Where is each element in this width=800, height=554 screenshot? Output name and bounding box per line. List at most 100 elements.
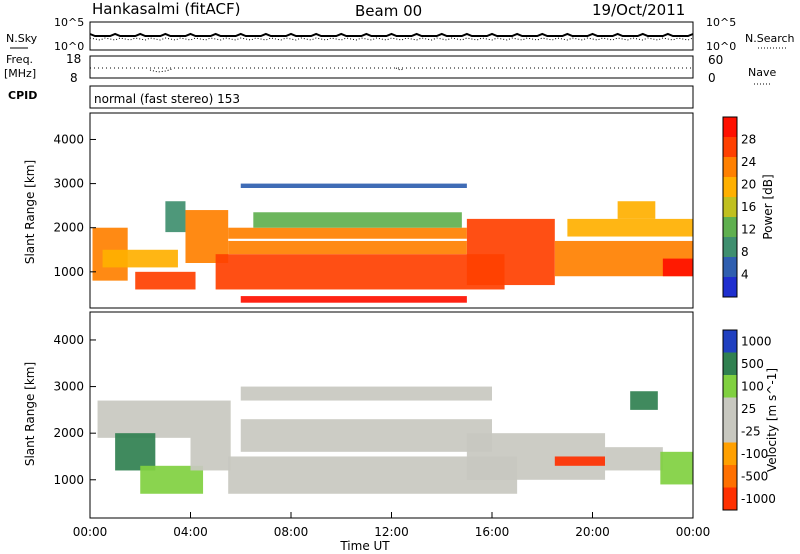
velocity-colorbar-swatch-0: [723, 330, 737, 353]
velocity-y-axis: 1000 2000 3000 4000: [53, 333, 96, 487]
velocity-colorbar-tick-2: 100: [741, 379, 764, 393]
vel-band-3: [190, 400, 231, 471]
velocity-colorbar-swatch-2: [723, 375, 737, 398]
vel-ytick-label-1: 2000: [53, 426, 84, 440]
xtick-label-2: 08:00: [274, 525, 309, 539]
cpid-text: normal (fast stereo) 153: [94, 92, 240, 106]
power-colorbar-label: Power [dB]: [761, 174, 775, 239]
xtick-label-0: 00:00: [73, 525, 108, 539]
power-band-1: [102, 249, 178, 268]
nsky-panel-frame: [89, 21, 694, 51]
power-band-3: [165, 201, 186, 233]
power-colorbar-tick-5: 24: [741, 155, 756, 169]
vel-band-11: [660, 451, 693, 485]
power-colorbar-swatch-6: [723, 157, 737, 177]
velocity-colorbar-swatch-5: [723, 442, 737, 465]
power-colorbar-swatch-8: [723, 117, 737, 137]
power-colorbar-tick-4: 20: [741, 178, 756, 192]
power-colorbar-tick-0: 4: [741, 268, 749, 282]
power-band-5: [215, 254, 505, 290]
time-x-axis: 00:00 04:00 08:00 12:00 16:00 20:00 00:00: [73, 512, 711, 539]
nsky-label: N.Sky: [6, 32, 38, 45]
vel-ytick-label-0: 1000: [53, 473, 84, 487]
vel-band-1: [115, 433, 156, 471]
vel-ytick-label-3: 4000: [53, 333, 84, 347]
power-colorbar-swatch-4: [723, 197, 737, 217]
nsky-tick-high: 10^5: [54, 16, 84, 29]
velocity-y-label: Slant Range [km]: [23, 362, 37, 466]
freq-dip-1: [149, 68, 173, 73]
power-y-label: Slant Range [km]: [23, 160, 37, 264]
nsky-tick-low: 10^0: [54, 40, 84, 53]
nsearch-tick-high: 10^5: [706, 16, 736, 29]
power-colorbar-swatch-3: [723, 217, 737, 237]
power-colorbar-tick-2: 12: [741, 223, 756, 237]
power-colorbar-swatch-2: [723, 237, 737, 257]
velocity-colorbar-tick-0: 1000: [741, 334, 772, 348]
xtick-label-6: 00:00: [676, 525, 711, 539]
nsearch-label: N.Search: [745, 32, 795, 45]
freq-label-1: Freq.: [6, 53, 33, 66]
date-title: 19/Oct/2011: [592, 1, 685, 19]
freq-tick-high: 18: [66, 52, 81, 66]
freq-panel-frame: [89, 55, 694, 79]
power-band-15: [662, 258, 693, 277]
time-x-label: Time UT: [339, 539, 390, 553]
power-panel-frame: [89, 112, 694, 309]
vel-band-9: [605, 447, 663, 471]
power-colorbar-tick-6: 28: [741, 133, 756, 147]
nsearch-tick-low: 10^0: [706, 40, 736, 53]
velocity-colorbar-frame: [722, 329, 738, 511]
velocity-heatmap: [97, 386, 693, 494]
nave-tick-high: 60: [708, 53, 723, 67]
cpid-label: CPID: [8, 89, 37, 102]
velocity-colorbar-swatch-1: [723, 352, 737, 375]
velocity-colorbar-label: Velocity [m s^-1]: [765, 368, 779, 472]
power-band-10: [240, 296, 467, 303]
velocity-colorbar-swatch-7: [723, 487, 737, 510]
power-colorbar: [723, 117, 737, 297]
power-ytick-label-2: 3000: [53, 177, 84, 191]
velocity-colorbar-tick-5: -100: [741, 447, 768, 461]
station-title: Hankasalmi (fitACF): [92, 0, 240, 18]
xtick-label-3: 12:00: [374, 525, 409, 539]
velocity-colorbar: [723, 330, 737, 510]
xtick-label-4: 16:00: [475, 525, 510, 539]
velocity-colorbar-swatch-4: [723, 420, 737, 443]
velocity-colorbar-tick-4: -25: [741, 424, 761, 438]
power-ytick-label-3: 4000: [53, 132, 84, 146]
velocity-colorbar-swatch-6: [723, 465, 737, 488]
freq-label-2: [MHz]: [4, 67, 36, 80]
xtick-label-1: 04:00: [173, 525, 208, 539]
velocity-colorbar-tick-7: -1000: [741, 492, 776, 506]
power-band-11: [466, 218, 555, 286]
power-band-9: [240, 183, 467, 188]
power-ytick-label-0: 1000: [53, 265, 84, 279]
nave-label: Nave: [748, 66, 776, 79]
vel-band-5: [240, 419, 492, 452]
power-band-6: [228, 240, 467, 255]
vel-band-0: [97, 400, 191, 438]
power-colorbar-swatch-5: [723, 177, 737, 197]
velocity-colorbar-ticks: 1000 500 100 25 -25 -100 -500 -1000: [741, 334, 776, 506]
power-ytick-label-1: 2000: [53, 221, 84, 235]
velocity-colorbar-tick-3: 25: [741, 402, 756, 416]
power-colorbar-frame: [722, 116, 738, 298]
nsky-trace: [89, 32, 694, 37]
power-colorbar-swatch-7: [723, 137, 737, 157]
cpid-panel-frame: [89, 85, 694, 109]
power-y-axis: 1000 2000 3000 4000: [53, 132, 96, 279]
power-colorbar-swatch-0: [723, 277, 737, 297]
power-colorbar-ticks: 4 8 12 16 20 24 28: [741, 133, 756, 282]
nsearch-trace: [89, 37, 694, 41]
vel-band-6: [240, 386, 492, 401]
power-band-8: [253, 212, 462, 228]
nave-tick-low: 0: [708, 71, 716, 85]
power-band-14: [617, 201, 656, 219]
power-band-7: [228, 227, 467, 239]
freq-tick-low: 8: [70, 71, 78, 85]
xtick-label-5: 20:00: [575, 525, 610, 539]
velocity-colorbar-swatch-3: [723, 397, 737, 420]
velocity-colorbar-tick-1: 500: [741, 357, 764, 371]
